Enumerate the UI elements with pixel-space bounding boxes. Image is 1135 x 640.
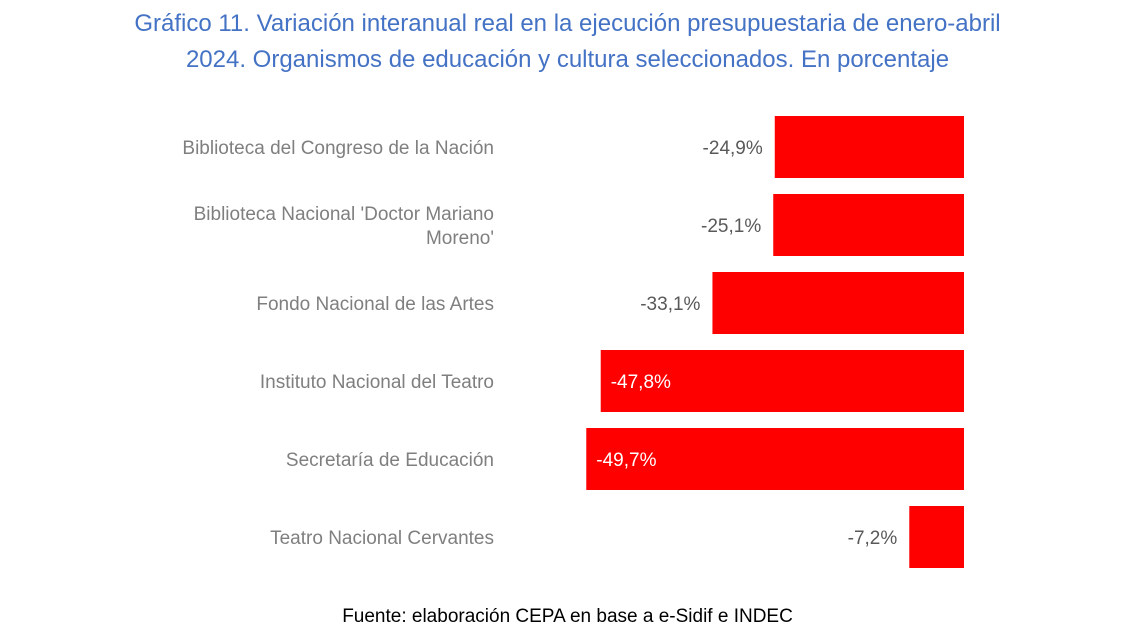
category-label-6-line-1: Teatro Nacional Cervantes: [270, 528, 494, 549]
bar-4: [600, 350, 964, 412]
category-label-5: Secretaría de Educación: [286, 450, 494, 471]
data-label-4: -47,8%: [611, 372, 671, 393]
category-label-4: Instituto Nacional del Teatro: [260, 372, 494, 393]
bar-5: [586, 428, 964, 490]
bar-1: [774, 116, 964, 178]
chart-title-line-2: 2024. Organismos de educación y cultura …: [185, 46, 950, 73]
category-label-2-line-2: Moreno': [426, 228, 494, 249]
data-label-5: -49,7%: [596, 450, 656, 471]
data-label-1: -24,9%: [703, 138, 763, 159]
category-label-4-line-1: Instituto Nacional del Teatro: [260, 372, 494, 393]
category-label-2: Biblioteca Nacional 'Doctor Mariano Moren…: [194, 204, 494, 249]
category-label-3: Fondo Nacional de las Artes: [256, 294, 494, 315]
chart-title-line-1: Gráfico 11. Variación interanual real en…: [134, 10, 1001, 37]
data-label-3: -33,1%: [640, 294, 700, 315]
category-label-2-line-1: Biblioteca Nacional 'Doctor Mariano: [194, 204, 494, 225]
category-label-1-line-1: Biblioteca del Congreso de la Nación: [182, 138, 494, 159]
data-label-2: -25,1%: [701, 216, 761, 237]
source-note: Fuente: elaboración CEPA en base a e-Sid…: [342, 606, 793, 627]
bar-6: [909, 506, 964, 568]
chart-title: Gráfico 11. Variación interanual real en…: [0, 6, 1135, 78]
category-label-5-line-1: Secretaría de Educación: [286, 450, 494, 471]
data-label-6: -7,2%: [848, 528, 898, 549]
bar-3: [712, 272, 964, 334]
category-label-3-line-1: Fondo Nacional de las Artes: [256, 294, 494, 315]
bar-2: [773, 194, 964, 256]
category-label-6: Teatro Nacional Cervantes: [270, 528, 494, 549]
category-label-1: Biblioteca del Congreso de la Nación: [182, 138, 494, 159]
